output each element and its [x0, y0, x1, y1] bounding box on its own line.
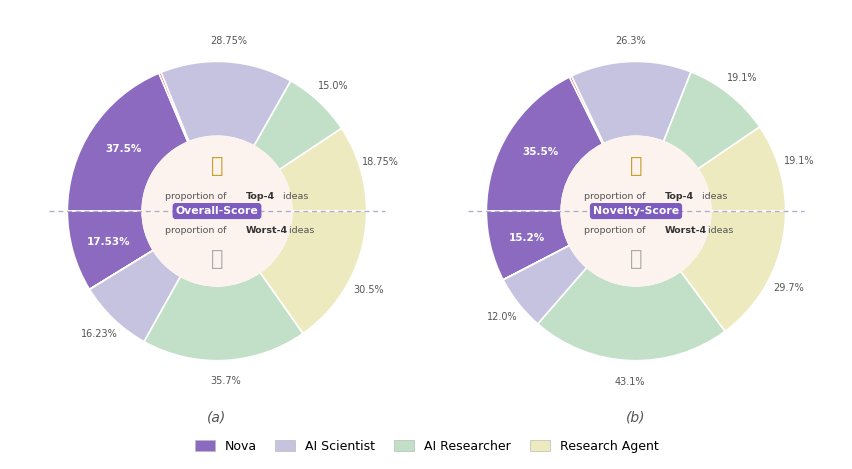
- Wedge shape: [538, 267, 724, 361]
- Text: Top-4: Top-4: [245, 192, 274, 201]
- Text: proportion of: proportion of: [164, 226, 229, 235]
- Text: 43.1%: 43.1%: [613, 377, 644, 386]
- Text: ideas: ideas: [698, 192, 727, 201]
- Text: proportion of: proportion of: [583, 192, 648, 201]
- Text: 15.2%: 15.2%: [509, 233, 544, 242]
- Text: 19.1%: 19.1%: [727, 73, 757, 83]
- Text: 19.1%: 19.1%: [783, 156, 814, 166]
- Text: (b): (b): [625, 410, 645, 424]
- Wedge shape: [571, 61, 690, 144]
- Wedge shape: [697, 127, 785, 211]
- Text: 30.5%: 30.5%: [353, 285, 383, 295]
- Circle shape: [561, 136, 710, 286]
- Text: proportion of: proportion of: [583, 226, 648, 235]
- Text: 35.5%: 35.5%: [522, 147, 558, 157]
- Text: 18.75%: 18.75%: [361, 157, 398, 167]
- Wedge shape: [569, 76, 603, 144]
- Text: 15.0%: 15.0%: [318, 81, 348, 91]
- Text: Worst-4: Worst-4: [664, 226, 705, 235]
- Text: 16.23%: 16.23%: [81, 329, 118, 339]
- Text: ideas: ideas: [279, 192, 308, 201]
- Text: 👍: 👍: [629, 156, 642, 176]
- Wedge shape: [254, 81, 342, 170]
- Text: proportion of: proportion of: [164, 192, 229, 201]
- Text: Overall-Score: Overall-Score: [176, 206, 258, 216]
- Wedge shape: [503, 245, 569, 280]
- Wedge shape: [663, 72, 759, 169]
- Text: 37.5%: 37.5%: [105, 144, 141, 154]
- Wedge shape: [89, 250, 153, 289]
- Text: (a): (a): [207, 410, 227, 424]
- Text: 29.7%: 29.7%: [772, 283, 803, 293]
- Wedge shape: [503, 245, 586, 324]
- Wedge shape: [161, 61, 291, 146]
- Wedge shape: [89, 250, 181, 342]
- Wedge shape: [158, 72, 189, 142]
- Wedge shape: [680, 211, 785, 331]
- Wedge shape: [279, 129, 366, 211]
- Text: 28.75%: 28.75%: [210, 36, 246, 46]
- Text: ideas: ideas: [285, 226, 314, 235]
- Wedge shape: [486, 211, 569, 280]
- Wedge shape: [67, 211, 153, 289]
- Wedge shape: [260, 211, 366, 333]
- Text: Top-4: Top-4: [664, 192, 693, 201]
- Legend: Nova, AI Scientist, AI Researcher, Research Agent: Nova, AI Scientist, AI Researcher, Resea…: [189, 435, 663, 458]
- Text: 26.3%: 26.3%: [614, 36, 645, 45]
- Circle shape: [142, 136, 291, 286]
- Text: Novelty-Score: Novelty-Score: [592, 206, 678, 216]
- Text: 35.7%: 35.7%: [210, 377, 241, 386]
- Text: 👍: 👍: [210, 156, 223, 176]
- Wedge shape: [144, 272, 302, 361]
- Text: 👎: 👎: [210, 249, 223, 269]
- Text: 👎: 👎: [629, 249, 642, 269]
- Text: 12.0%: 12.0%: [486, 311, 516, 322]
- Text: ideas: ideas: [704, 226, 733, 235]
- Text: 17.53%: 17.53%: [87, 236, 130, 247]
- Text: Worst-4: Worst-4: [245, 226, 287, 235]
- Wedge shape: [67, 73, 187, 211]
- Wedge shape: [486, 77, 602, 211]
